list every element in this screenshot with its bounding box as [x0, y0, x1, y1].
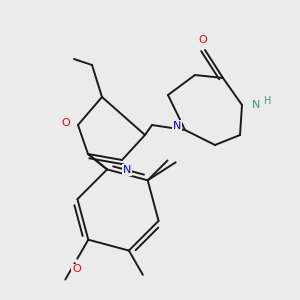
Text: H: H: [264, 96, 272, 106]
Text: O: O: [61, 118, 70, 128]
Text: N: N: [173, 121, 181, 131]
Text: N: N: [123, 165, 131, 175]
Text: O: O: [199, 35, 207, 45]
Text: O: O: [72, 264, 81, 274]
Text: N: N: [252, 100, 260, 110]
